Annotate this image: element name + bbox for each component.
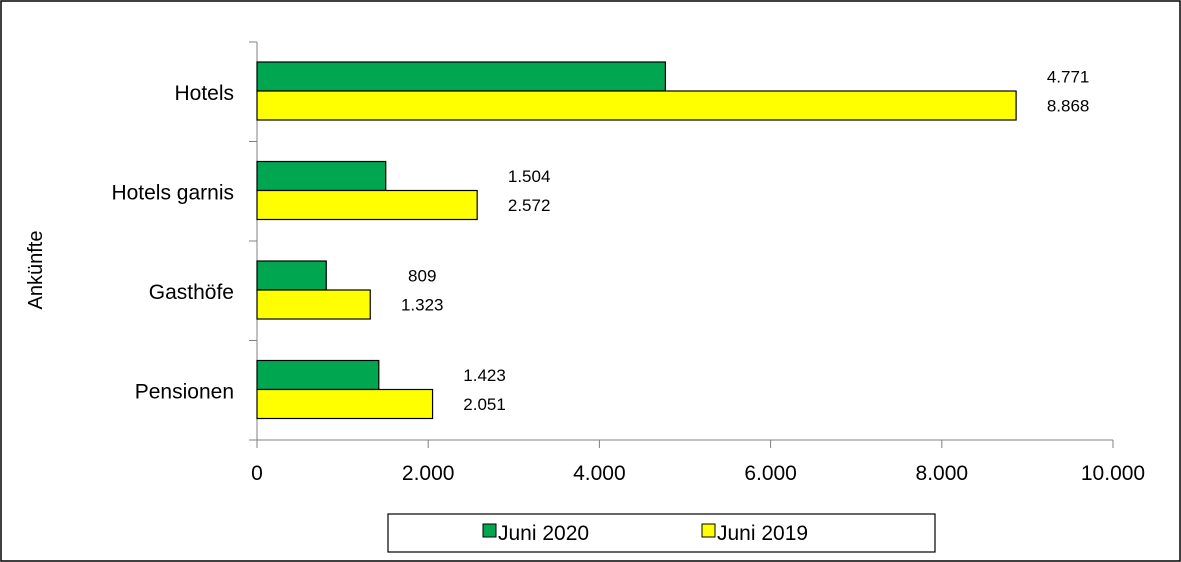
category-labels: Hotels Hotels garnis Gasthöfe Pensionen xyxy=(111,82,234,404)
bar-hotels-garnis-juni-2019 xyxy=(256,189,478,221)
data-label-hotels-juni-2019: 8.868 xyxy=(1047,97,1090,116)
data-label-hotels-juni-2020: 4.771 xyxy=(1047,68,1090,87)
category-label-gasthöfe: Gasthöfe xyxy=(149,281,234,304)
category-label-pensionen: Pensionen xyxy=(135,380,234,403)
legend-swatch-juni-2019 xyxy=(701,523,716,538)
x-tick-label: 4.000 xyxy=(573,462,626,485)
x-tick-label: 6.000 xyxy=(744,462,797,485)
x-tick-label: 2.000 xyxy=(402,462,455,485)
data-label-gasthöfe-juni-2019: 1.323 xyxy=(401,296,444,315)
legend-swatch-juni-2020 xyxy=(482,523,497,538)
bars xyxy=(256,61,1017,420)
legend-label-juni-2020: Juni 2020 xyxy=(498,522,589,545)
category-label-hotels: Hotels xyxy=(174,82,234,105)
x-tick-label: 10.000 xyxy=(1081,462,1145,485)
category-label-hotels-garnis: Hotels garnis xyxy=(111,181,234,204)
bar-pensionen-juni-2019 xyxy=(256,388,434,420)
x-tick-label: 8.000 xyxy=(916,462,969,485)
legend-box xyxy=(387,513,936,553)
data-label-gasthöfe-juni-2020: 809 xyxy=(408,267,436,286)
data-label-pensionen-juni-2019: 2.051 xyxy=(463,395,506,414)
y-axis-title: Ankünfte xyxy=(25,231,47,310)
bar-hotels-juni-2019 xyxy=(256,90,1017,121)
bar-hotels-juni-2020 xyxy=(256,61,666,92)
x-tick-labels: 0 2.000 4.000 6.000 8.000 10.000 xyxy=(251,462,1145,485)
data-label-hotels-garnis-juni-2020: 1.504 xyxy=(508,167,551,186)
data-label-hotels-garnis-juni-2019: 2.572 xyxy=(508,196,551,215)
bar-gasthöfe-juni-2019 xyxy=(256,289,371,320)
data-labels: 4.771 8.868 1.504 2.572 809 1.323 1.423 2.051 xyxy=(401,68,1089,415)
x-tick-label: 0 xyxy=(251,462,263,485)
bar-hotels-garnis-juni-2020 xyxy=(256,160,387,192)
legend: Juni 2020 Juni 2019 xyxy=(387,513,936,553)
bar-gasthöfe-juni-2020 xyxy=(256,260,327,291)
data-label-pensionen-juni-2020: 1.423 xyxy=(463,366,506,385)
bar-pensionen-juni-2020 xyxy=(256,359,380,391)
legend-label-juni-2019: Juni 2019 xyxy=(717,522,808,545)
